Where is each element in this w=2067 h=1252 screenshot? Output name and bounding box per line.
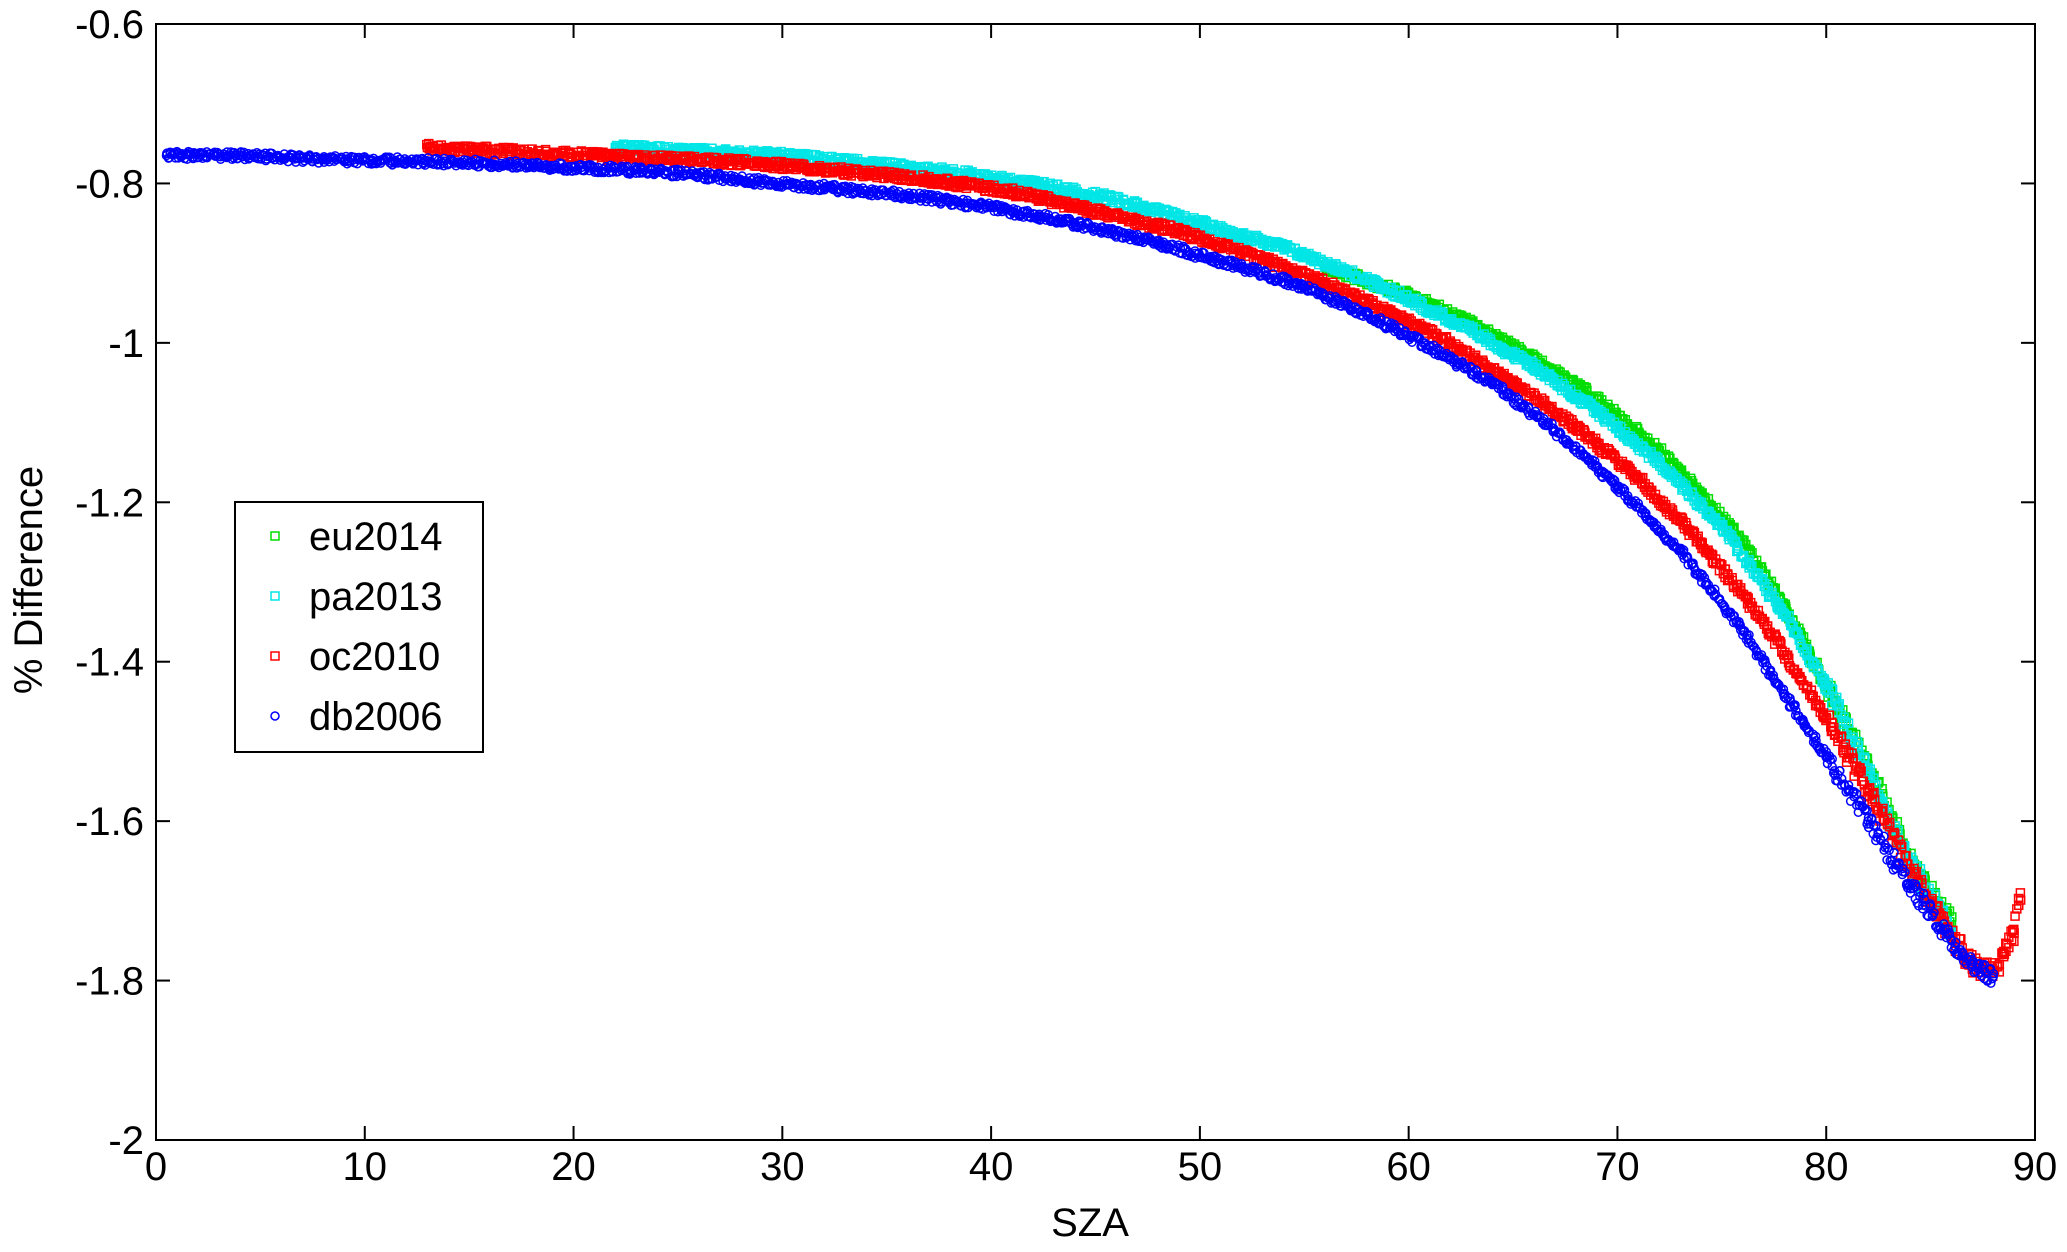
- data-point: [1860, 753, 1870, 764]
- data-point: [1179, 224, 1190, 235]
- data-point: [861, 158, 871, 169]
- data-point: [1764, 630, 1774, 640]
- data-point: [1388, 285, 1399, 295]
- data-point: [1521, 355, 1531, 365]
- data-point: [1840, 717, 1851, 727]
- data-point: [1610, 453, 1621, 464]
- data-point: [1242, 246, 1252, 256]
- data-point: [1865, 770, 1876, 781]
- data-point: [1461, 323, 1472, 333]
- data-point: [1466, 326, 1477, 336]
- data-point: [1781, 650, 1792, 661]
- data-point: [1715, 559, 1726, 569]
- data-point: [1732, 541, 1743, 551]
- data-point: [1827, 683, 1837, 694]
- data-point: [1821, 680, 1831, 691]
- data-point: [1654, 457, 1664, 468]
- data-point: [1591, 405, 1602, 416]
- data-point: [1403, 294, 1414, 304]
- data-point: [1159, 219, 1170, 230]
- data-point: [1141, 216, 1152, 226]
- data-point: [1553, 375, 1563, 386]
- data-point: [1788, 621, 1798, 632]
- data-point: [1096, 190, 1106, 200]
- data-point: [1341, 266, 1351, 276]
- data-point: [1836, 710, 1846, 720]
- data-point: [1028, 178, 1038, 189]
- data-point: [1744, 603, 1754, 613]
- data-point: [1685, 473, 1696, 484]
- data-point: [1833, 701, 1844, 711]
- series-oc2010: [422, 138, 2026, 981]
- data-point: [1471, 324, 1481, 335]
- data-point: [1547, 372, 1557, 383]
- data-point: [1278, 242, 1289, 252]
- data-point: [1667, 505, 1678, 515]
- data-point: [1195, 218, 1205, 229]
- data-point: [604, 151, 615, 162]
- data-point: [1843, 718, 1854, 728]
- data-point: [1807, 656, 1818, 667]
- data-point: [1470, 350, 1481, 361]
- data-point: [1793, 629, 1803, 640]
- data-point: [1834, 699, 1845, 709]
- data-point: [1340, 285, 1350, 296]
- data-point: [1111, 194, 1122, 205]
- data-point: [1779, 609, 1790, 619]
- series-layer: [161, 138, 2026, 988]
- data-point: [1557, 378, 1568, 389]
- data-point: [1544, 403, 1554, 414]
- data-point: [1529, 362, 1539, 372]
- data-point: [1757, 576, 1768, 586]
- data-point: [1795, 674, 1806, 685]
- data-point: [1717, 521, 1727, 531]
